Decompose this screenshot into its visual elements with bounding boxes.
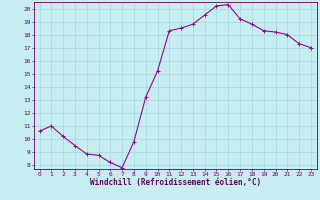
X-axis label: Windchill (Refroidissement éolien,°C): Windchill (Refroidissement éolien,°C) bbox=[90, 178, 261, 187]
